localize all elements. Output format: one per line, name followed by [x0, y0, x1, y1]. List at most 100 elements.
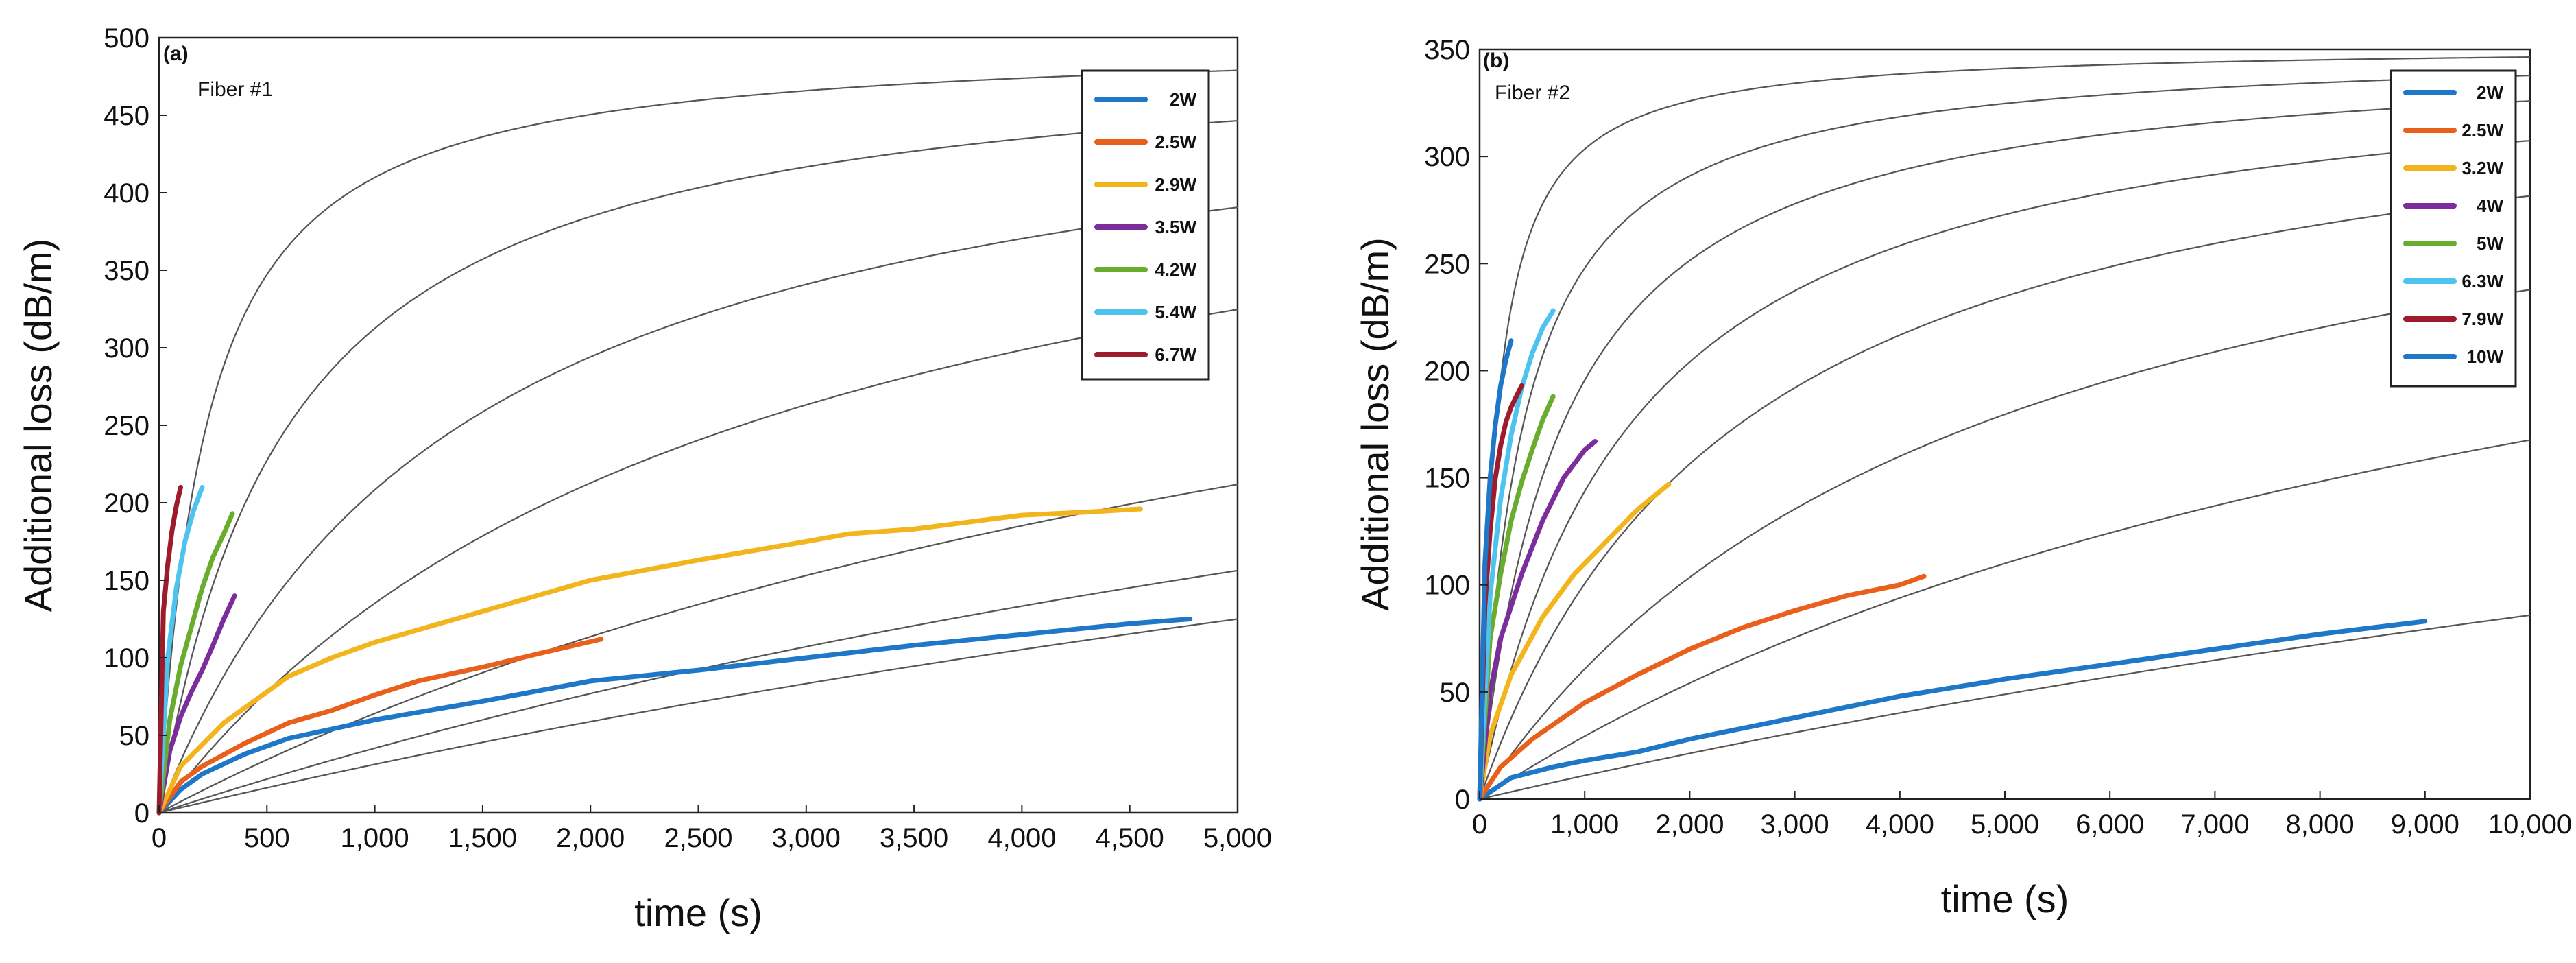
legend-entry-5: 5.4W — [1094, 302, 1196, 322]
legend-label: 5W — [2477, 233, 2503, 254]
legend-entry-6: 6.7W — [1094, 344, 1196, 365]
fit-curve-6 — [158, 618, 1238, 814]
data-series — [156, 484, 1193, 816]
fit-curve-2 — [1478, 100, 2531, 800]
legend-label: 4W — [2477, 195, 2503, 216]
legend-entry-0: 2W — [1094, 89, 1196, 110]
legend-label: 6.7W — [1155, 344, 1196, 365]
series-line-1 — [156, 637, 604, 816]
y-tick-label-5: 250 — [104, 411, 149, 441]
y-tick-label-5: 250 — [1424, 249, 1470, 279]
fit-curve-1 — [1478, 75, 2531, 800]
series-line-0 — [1477, 619, 2428, 802]
series-line-2 — [1477, 482, 1672, 802]
x-tick-label-4: 4,000 — [1866, 809, 1934, 840]
legend-entry-1: 2.5W — [2403, 120, 2503, 141]
legend-label: 2.9W — [1155, 174, 1196, 195]
legend-box — [2390, 69, 2517, 388]
legend-entry-4: 4.2W — [1094, 259, 1196, 280]
y-tick-label-0: 0 — [134, 798, 149, 829]
data-series — [1477, 308, 2428, 802]
x-tick-label-9: 9,000 — [2391, 809, 2459, 840]
x-tick-label-6: 6,000 — [2075, 809, 2144, 840]
fit-curve-6 — [1479, 439, 2531, 800]
series-line-1 — [1477, 573, 1927, 802]
legend-label: 2W — [2477, 82, 2503, 103]
fit-curve-1 — [158, 120, 1238, 813]
y-tick-label-10: 500 — [104, 23, 149, 54]
legend-label: 5.4W — [1155, 302, 1196, 322]
legend-label: 3.2W — [2461, 158, 2503, 178]
legend-entry-3: 4W — [2403, 195, 2503, 216]
fit-curve-2 — [158, 206, 1238, 813]
x-tick-label-1: 500 — [244, 823, 290, 853]
series-line-5 — [156, 484, 205, 816]
plot-frame — [1478, 48, 2531, 800]
legend-label: 10W — [2467, 346, 2504, 367]
x-tick-label-2: 2,000 — [1655, 809, 1724, 840]
legend-label: 2.5W — [2461, 120, 2503, 141]
y-tick-label-2: 100 — [1424, 571, 1470, 601]
fit-curve-0 — [1478, 56, 2530, 800]
y-tick-label-9: 450 — [104, 101, 149, 131]
series-line-2 — [156, 506, 1143, 816]
fit-curves — [1478, 56, 2531, 800]
x-tick-label-3: 1,500 — [448, 823, 517, 853]
y-tick-label-0: 0 — [1455, 785, 1470, 815]
legend-label: 2W — [1170, 89, 1196, 110]
series-line-7 — [1477, 338, 1514, 802]
plot-frame — [158, 36, 1239, 814]
legend-label: 2.5W — [1155, 132, 1196, 152]
x-tick-label-5: 5,000 — [1971, 809, 2039, 840]
panel-a-fiber-1: 0 500 1,000 1,500 2,000 2,500 3,000 3,500 4,000 4… — [16, 23, 1272, 934]
series-line-4 — [156, 511, 235, 816]
x-tick-label-3: 3,000 — [1761, 809, 1829, 840]
y-tick-label-1: 50 — [1440, 678, 1471, 708]
legend-label: 6.3W — [2461, 271, 2503, 292]
y-tick-label-3: 150 — [104, 566, 149, 596]
series-line-6 — [156, 484, 183, 816]
x-tick-label-0: 0 — [152, 823, 167, 853]
panel-label: (a) — [163, 43, 189, 65]
x-tick-label-10: 10,000 — [2488, 809, 2572, 840]
series-line-4 — [1477, 394, 1556, 802]
panel-b-fiber-2: 0 1,000 2,000 3,000 4,000 5,000 6,000 7,000 8,00… — [1353, 35, 2572, 920]
axis-ticks: 0 1,000 2,000 3,000 4,000 5,000 6,000 7,000 8,00… — [1424, 35, 2572, 840]
series-line-0 — [156, 617, 1193, 816]
y-tick-label-1: 50 — [119, 721, 150, 751]
x-tick-label-0: 0 — [1472, 809, 1487, 840]
legend-label: 4.2W — [1155, 259, 1196, 280]
fit-curve-5 — [1479, 289, 2531, 800]
legend-label: 7.9W — [2461, 309, 2503, 329]
legend: 2W 2.5W 3.2W 4W 5W 6.3W 7.9W 10W — [2390, 69, 2517, 388]
legend: 2W 2.5W 2.9W 3.5W 4.2W 5.4W 6.7W — [1081, 69, 1210, 381]
panel-label: (b) — [1483, 49, 1509, 72]
axis-ticks: 0 500 1,000 1,500 2,000 2,500 3,000 3,500 4,000 4… — [104, 23, 1272, 853]
y-tick-label-6: 300 — [104, 333, 149, 364]
legend-entry-6: 7.9W — [2403, 309, 2503, 329]
y-tick-label-3: 150 — [1424, 464, 1470, 494]
legend-entry-2: 2.9W — [1094, 174, 1196, 195]
panel-annotation: Fiber #2 — [1495, 82, 1570, 104]
legend-entry-2: 3.2W — [2403, 158, 2503, 178]
x-axis-label: time (s) — [634, 891, 762, 934]
x-tick-label-10: 5,000 — [1203, 823, 1272, 853]
x-tick-label-5: 2,500 — [664, 823, 732, 853]
y-tick-label-4: 200 — [104, 488, 149, 519]
y-tick-label-6: 300 — [1424, 142, 1470, 172]
legend-label: 3.5W — [1155, 217, 1196, 237]
panel-annotation: Fiber #1 — [197, 78, 273, 101]
series-line-3 — [156, 593, 237, 816]
fit-curve-0 — [158, 69, 1238, 813]
series-line-5 — [1477, 308, 1556, 802]
x-tick-label-7: 7,000 — [2180, 809, 2249, 840]
y-tick-label-7: 350 — [1424, 35, 1470, 65]
x-tick-label-4: 2,000 — [556, 823, 625, 853]
fit-curve-3 — [1478, 139, 2531, 800]
legend-entry-7: 10W — [2403, 346, 2504, 367]
legend-entry-4: 5W — [2403, 233, 2503, 254]
y-tick-label-7: 350 — [104, 256, 149, 286]
x-tick-label-7: 3,500 — [880, 823, 948, 853]
y-tick-label-8: 400 — [104, 178, 149, 209]
x-tick-label-1: 1,000 — [1550, 809, 1619, 840]
